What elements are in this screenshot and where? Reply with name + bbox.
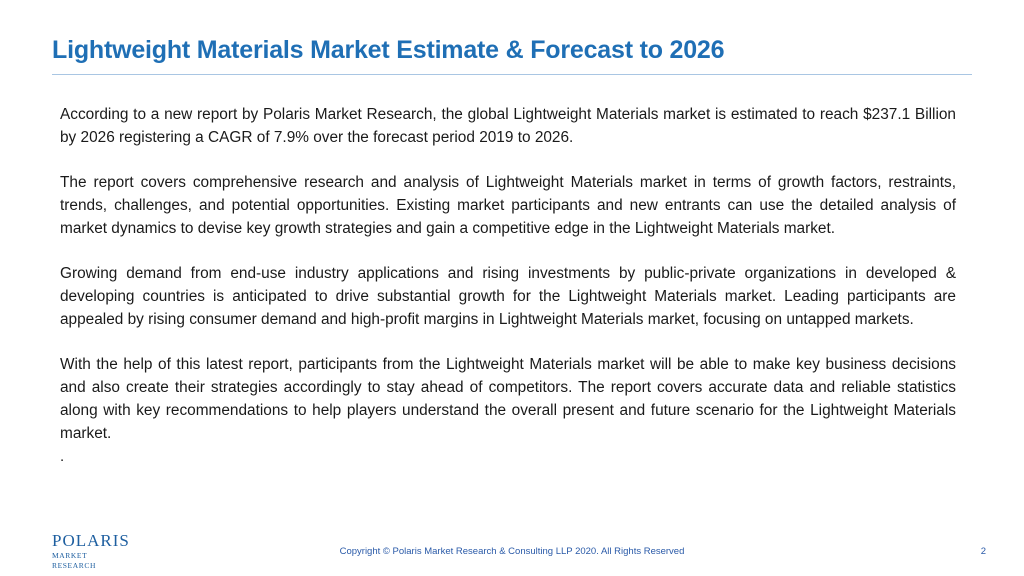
paragraph-coverage: The report covers comprehensive research… [60, 174, 956, 237]
paragraph-growth-drivers: Growing demand from end-use industry app… [60, 265, 956, 328]
paragraph-report-benefits: With the help of this latest report, par… [60, 356, 956, 442]
page-number: 2 [980, 546, 986, 557]
logo-name: POLARIS [52, 531, 130, 550]
trailing-dot: . [60, 448, 65, 465]
paragraph-intro: According to a new report by Polaris Mar… [60, 106, 956, 146]
copyright-notice: Copyright © Polaris Market Research & Co… [339, 546, 685, 557]
slide-body: According to a new report by Polaris Mar… [60, 103, 956, 467]
logo-subtitle: MARKET RESEARCH [52, 551, 96, 570]
slide-title: Lightweight Materials Market Estimate & … [52, 36, 725, 64]
title-divider [52, 74, 972, 75]
polaris-logo: POLARIS MARKET RESEARCH [52, 531, 132, 570]
